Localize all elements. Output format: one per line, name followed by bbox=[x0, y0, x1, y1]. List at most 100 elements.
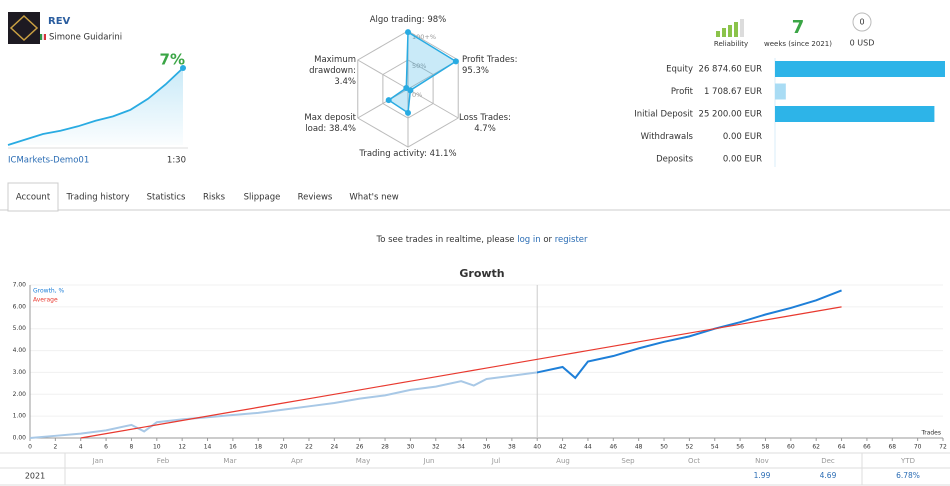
balance-label: Equity bbox=[666, 65, 693, 75]
y-tick-label: 1.00 bbox=[13, 413, 27, 420]
x-tick-label: 36 bbox=[483, 444, 491, 451]
active-tab bbox=[7, 182, 59, 212]
legend-entry: Growth, % bbox=[33, 288, 65, 295]
leverage: 1:30 bbox=[167, 156, 186, 166]
reliability-icon bbox=[740, 19, 744, 37]
x-tick-label: 32 bbox=[432, 444, 440, 451]
series-line bbox=[80, 306, 842, 439]
x-tick-label: 22 bbox=[305, 444, 313, 451]
reliability-icon bbox=[728, 25, 732, 37]
x-tick-label: 4 bbox=[79, 444, 83, 451]
month: Jan bbox=[92, 457, 104, 465]
month: Apr bbox=[291, 457, 303, 465]
month: Oct bbox=[688, 457, 700, 465]
radar-point bbox=[405, 29, 411, 36]
balance-value: 0.00 EUR bbox=[723, 155, 762, 165]
month: May bbox=[356, 457, 370, 465]
y-tick-label: 3.00 bbox=[13, 369, 27, 376]
author[interactable]: Simone Guidarini bbox=[49, 33, 122, 43]
x-tick-label: 50 bbox=[660, 444, 668, 451]
x-tick-label: 70 bbox=[914, 444, 922, 451]
tab[interactable]: Reviews bbox=[298, 193, 333, 203]
radar-tick-label: 100+% bbox=[412, 33, 436, 41]
reliability-icon bbox=[722, 28, 726, 37]
month: Feb bbox=[157, 457, 170, 465]
notice: To see trades in realtime, please log in… bbox=[375, 235, 588, 245]
month: Sep bbox=[621, 457, 635, 465]
month: Dec bbox=[821, 457, 835, 465]
subscribers-icon bbox=[852, 12, 872, 32]
flag bbox=[44, 34, 46, 40]
x-tick-label: 64 bbox=[838, 444, 846, 451]
tab[interactable]: Slippage bbox=[244, 193, 281, 203]
chart-title: Growth bbox=[459, 267, 504, 280]
ytd: 6.78% bbox=[896, 471, 920, 480]
balance-bar bbox=[775, 83, 786, 100]
balance-bar bbox=[775, 106, 935, 122]
tab[interactable]: What's new bbox=[349, 193, 398, 203]
y-tick-label: 4.00 bbox=[13, 347, 27, 354]
x-tick-label: 46 bbox=[609, 444, 617, 451]
x-tick-label: 0 bbox=[28, 444, 32, 451]
sparkline bbox=[7, 67, 184, 146]
tab[interactable]: Risks bbox=[203, 193, 226, 203]
gain: 7% bbox=[160, 51, 185, 69]
x-tick-label: 54 bbox=[711, 444, 719, 451]
x-tick-label: 58 bbox=[762, 444, 770, 451]
x-tick-label: 26 bbox=[356, 444, 364, 451]
x-tick-label: 18 bbox=[254, 444, 262, 451]
x-tick-label: 2 bbox=[53, 444, 57, 451]
radar-label: Profit Trades: 95.3% bbox=[462, 55, 518, 76]
radar-spoke bbox=[357, 59, 409, 90]
tab[interactable]: Account bbox=[16, 193, 51, 203]
x-tick-label: 20 bbox=[280, 444, 288, 451]
x-tick-label: 6 bbox=[104, 444, 108, 451]
broker[interactable]: ICMarkets-Demo01 bbox=[8, 156, 89, 166]
x-tick-label: 24 bbox=[331, 444, 339, 451]
balance-label: Deposits bbox=[656, 155, 693, 165]
logo bbox=[8, 12, 40, 44]
reliability-icon bbox=[734, 22, 738, 37]
x-tick-label: 56 bbox=[736, 444, 744, 451]
logo-mark bbox=[9, 14, 39, 42]
register-link[interactable]: register bbox=[555, 235, 588, 245]
radar-spoke bbox=[407, 88, 459, 119]
sparkline-area bbox=[8, 68, 183, 145]
radar-spoke bbox=[357, 88, 409, 119]
month: Mar bbox=[223, 457, 236, 465]
x-tick-label: 66 bbox=[863, 444, 871, 451]
x-tick-label: 12 bbox=[178, 444, 186, 451]
y-tick-label: 2.00 bbox=[13, 391, 27, 398]
subscribers: 0 bbox=[859, 18, 864, 27]
y-tick-label: 5.00 bbox=[13, 325, 27, 332]
system-name[interactable]: REV bbox=[48, 16, 71, 27]
radar-label: Maximum drawdown: 3.4% bbox=[309, 55, 356, 87]
balance-value: 26 874.60 EUR bbox=[699, 65, 763, 75]
x-tick-label: 14 bbox=[204, 444, 212, 451]
x-tick-label: 16 bbox=[229, 444, 237, 451]
balance-value: 0.00 EUR bbox=[723, 132, 762, 142]
x-tick-label: 42 bbox=[559, 444, 567, 451]
x-tick-label: 60 bbox=[787, 444, 795, 451]
tab[interactable]: Trading history bbox=[65, 193, 129, 203]
radar-label: Trading activity: 41.1% bbox=[359, 149, 457, 159]
tab[interactable]: Statistics bbox=[147, 193, 186, 203]
x-tick-label: 38 bbox=[508, 444, 516, 451]
series-line bbox=[29, 289, 842, 439]
reliability-label: Reliability bbox=[714, 40, 748, 48]
month-value: 1.99 bbox=[754, 471, 771, 480]
month: Jul bbox=[491, 457, 501, 465]
radar-area bbox=[387, 30, 458, 115]
flag bbox=[40, 34, 42, 40]
month: Aug bbox=[556, 457, 570, 465]
notice-text: To see trades in realtime, please bbox=[375, 235, 514, 245]
login-link[interactable]: log in bbox=[517, 235, 540, 245]
ytd-label: YTD bbox=[900, 457, 915, 465]
x-tick-label: 8 bbox=[130, 444, 134, 451]
reliability-icon bbox=[716, 31, 720, 37]
sparkline-end bbox=[180, 65, 186, 71]
balance-value: 25 200.00 EUR bbox=[699, 110, 763, 120]
x-tick-label: 62 bbox=[812, 444, 820, 451]
